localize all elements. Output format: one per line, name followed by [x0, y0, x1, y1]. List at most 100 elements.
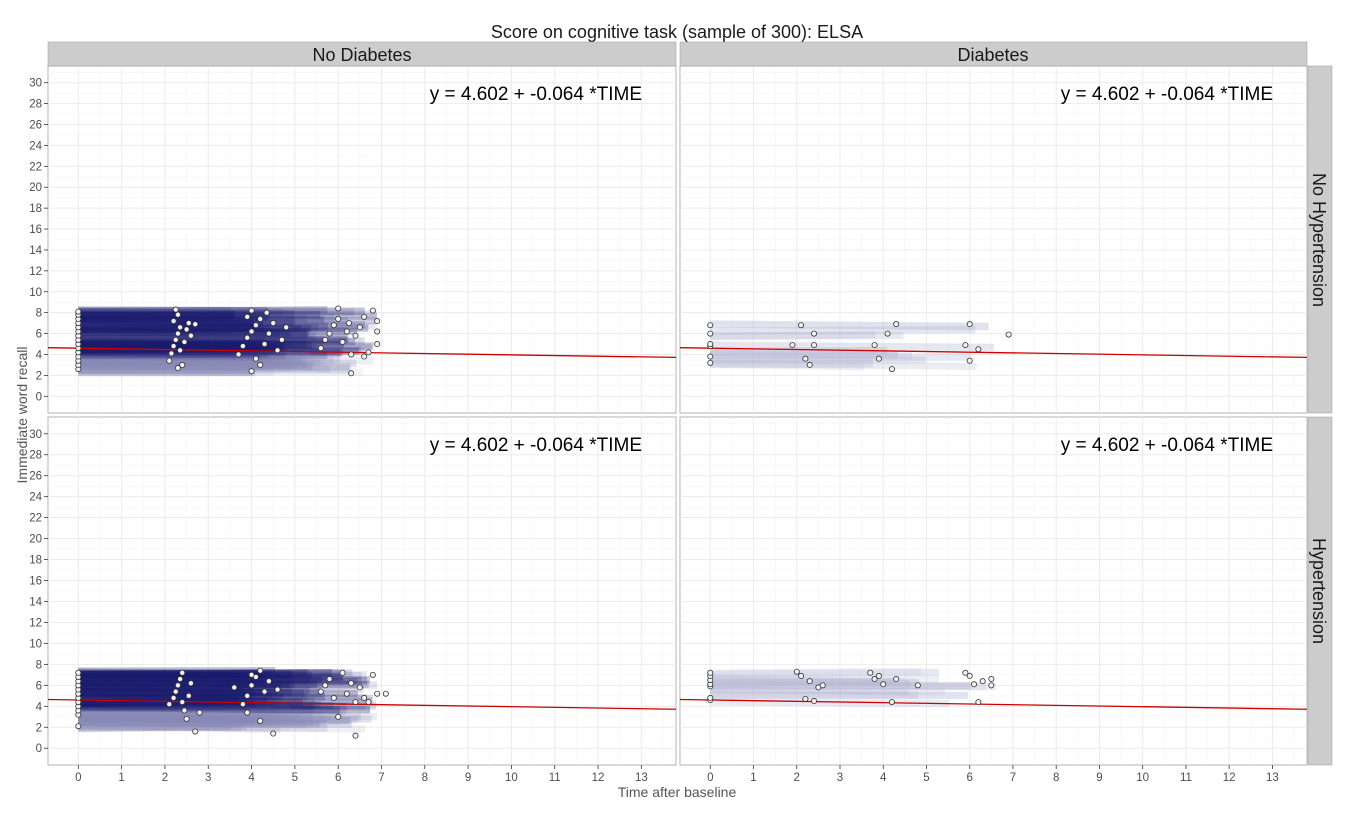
trajectory-band: [78, 678, 317, 689]
x-tick-label: 10: [1136, 772, 1149, 784]
trajectory-band: [78, 681, 364, 689]
trajectory-band: [78, 673, 343, 683]
data-point: [166, 701, 173, 708]
trajectory-band: [78, 717, 236, 728]
trajectory-band: [78, 340, 262, 351]
trajectory-band: [78, 360, 261, 370]
trajectory-band: [78, 357, 302, 366]
y-tick-label: 30: [29, 78, 42, 90]
data-point: [248, 368, 255, 375]
trajectory-band: [78, 312, 269, 321]
trajectory-band: [78, 307, 321, 319]
trajectory-band: [78, 672, 265, 683]
data-point: [248, 328, 255, 335]
data-point: [811, 342, 818, 349]
data-point: [274, 686, 281, 693]
trajectory-band: [78, 722, 290, 732]
trajectory-band: [78, 361, 331, 373]
trajectory-band: [78, 677, 368, 686]
y-tick-label: 30: [29, 429, 42, 441]
trajectory-band: [78, 681, 296, 691]
trajectory-band: [78, 713, 253, 725]
data-point: [374, 341, 381, 348]
data-point: [348, 680, 355, 687]
trajectory-band: [710, 691, 968, 700]
trajectory-band: [78, 717, 270, 728]
trajectory-band: [78, 360, 313, 371]
x-tick-label: 8: [422, 772, 428, 784]
trajectory-band: [78, 715, 372, 725]
y-tick-label: 24: [29, 140, 42, 152]
y-tick-label: 2: [36, 370, 42, 382]
trajectory-band: [78, 718, 326, 728]
data-point: [179, 699, 186, 706]
data-point: [806, 361, 813, 368]
trajectory-band: [78, 670, 292, 679]
trajectory-band: [78, 330, 292, 340]
trajectory-band: [78, 671, 362, 680]
trajectory-band: [78, 722, 231, 733]
data-point: [361, 353, 368, 360]
trajectory-band: [78, 344, 372, 353]
data-point: [172, 306, 179, 313]
trajectory-band: [78, 356, 334, 367]
trajectory-band: [710, 685, 909, 696]
x-tick-label: 4: [880, 772, 887, 784]
trajectory-band: [78, 721, 232, 731]
data-point: [369, 671, 376, 678]
data-point: [806, 678, 813, 685]
trajectory-band: [78, 340, 308, 349]
trajectory-band: [78, 306, 365, 315]
data-point: [893, 321, 900, 328]
x-tick-label: 4: [248, 772, 255, 784]
x-tick-label: 10: [505, 772, 518, 784]
data-point: [172, 336, 179, 343]
trajectory-band: [78, 706, 313, 717]
trajectory-band: [78, 723, 281, 734]
trajectory-band: [78, 356, 304, 366]
trajectory-band: [78, 708, 273, 718]
equation-annotation: y = 4.602 + -0.064 *TIME: [430, 84, 642, 105]
data-point: [170, 694, 177, 701]
y-tick-label: 22: [29, 513, 42, 525]
data-point: [352, 332, 359, 339]
trajectory-band: [78, 684, 245, 693]
data-point: [871, 676, 878, 683]
strip-col-no-diabetes: No Diabetes: [47, 41, 677, 67]
trajectory-band: [78, 321, 329, 331]
data-point: [352, 732, 359, 739]
trajectory-band: [78, 362, 351, 371]
data-point: [263, 309, 270, 316]
data-point: [962, 342, 969, 349]
trajectory-band: [78, 327, 347, 337]
trajectory-band: [78, 339, 345, 348]
trajectory-band: [78, 702, 366, 712]
trajectory-band: [78, 677, 358, 688]
trajectory-band: [78, 714, 267, 723]
trajectory-band: [78, 689, 273, 700]
data-point: [179, 669, 186, 676]
data-point: [888, 699, 895, 706]
trajectory-band: [78, 702, 314, 712]
x-tick-label: 5: [923, 772, 929, 784]
data-point: [707, 359, 714, 366]
trajectory-band: [78, 357, 267, 367]
trajectory-band: [78, 317, 263, 328]
y-tick-label: 0: [36, 743, 42, 755]
regression-line: [679, 698, 1308, 710]
trajectory-band: [78, 349, 257, 359]
trajectory-band: [78, 679, 295, 689]
trajectory-band: [78, 317, 366, 329]
trajectory-band: [78, 342, 231, 354]
trajectory-band: [78, 333, 315, 343]
trajectory-band: [78, 707, 277, 716]
y-tick-label: 14: [29, 245, 42, 257]
trajectory-band: [78, 351, 310, 361]
data-point: [335, 315, 342, 322]
x-tick-label: 1: [750, 772, 756, 784]
trajectory-band: [78, 362, 352, 371]
data-point: [707, 341, 714, 348]
data-point: [75, 723, 82, 730]
data-point: [330, 694, 337, 701]
